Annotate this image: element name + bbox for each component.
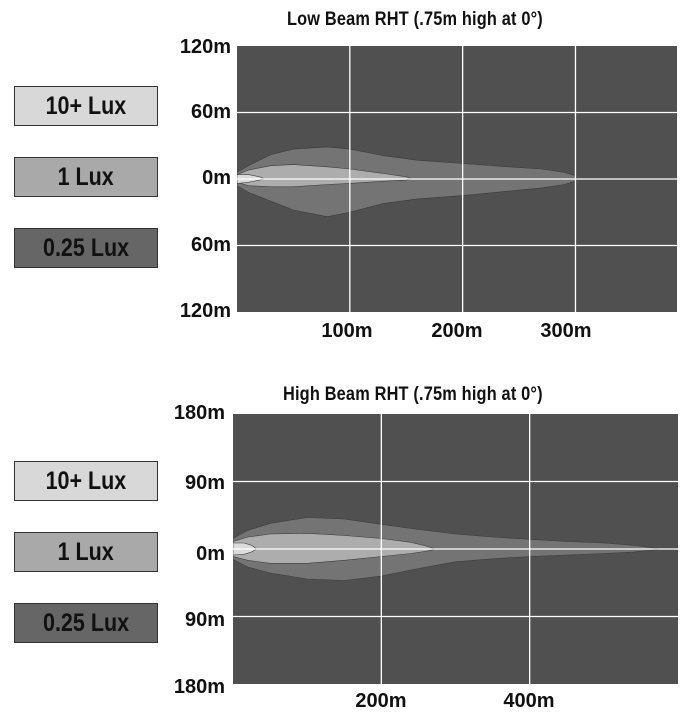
legend-label: 10+ Lux (45, 466, 127, 495)
y-tick-label: 180m (173, 402, 225, 424)
legend-label: 0.25 Lux (42, 608, 130, 637)
x-tick-label: 100m (321, 320, 373, 342)
x-tick-label: 300m (540, 320, 592, 342)
chart-title: Low Beam RHT (.75m high at 0°) (287, 9, 543, 30)
chart-title: High Beam RHT (.75m high at 0°) (283, 384, 543, 405)
legend-entry-10-lux: 10+ Lux (14, 461, 158, 501)
low-beam-plot-area (237, 46, 677, 312)
y-tick-label: 120m (179, 300, 231, 322)
y-tick-label: 60m (190, 234, 231, 256)
legend-entry-1-lux: 1 Lux (14, 532, 158, 572)
low-beam-chart-panel: Low Beam RHT (.75m high at 0°) 10+ Lux 1… (0, 0, 683, 355)
x-tick-label: 400m (503, 690, 555, 712)
x-tick-label: 200m (355, 690, 407, 712)
legend-entry-10-lux: 10+ Lux (14, 86, 158, 126)
y-tick-label: 90m (184, 472, 225, 494)
legend-label: 1 Lux (57, 162, 115, 191)
x-tick-label: 200m (431, 320, 483, 342)
y-tick-label: 180m (173, 676, 225, 698)
high-beam-plot-area (233, 414, 678, 684)
legend-label: 10+ Lux (45, 91, 127, 120)
legend-label: 1 Lux (57, 537, 115, 566)
legend-entry-1-lux: 1 Lux (14, 157, 158, 197)
high-beam-chart-panel: High Beam RHT (.75m high at 0°) 10+ Lux … (0, 372, 683, 715)
y-tick-label: 60m (190, 101, 231, 123)
y-tick-label: 0m (196, 543, 225, 565)
y-tick-label: 90m (184, 609, 225, 631)
y-tick-label: 0m (202, 167, 231, 189)
legend-entry-0-25-lux: 0.25 Lux (14, 603, 158, 643)
legend-label: 0.25 Lux (42, 233, 130, 262)
y-tick-label: 120m (179, 36, 231, 58)
legend-entry-0-25-lux: 0.25 Lux (14, 228, 158, 268)
